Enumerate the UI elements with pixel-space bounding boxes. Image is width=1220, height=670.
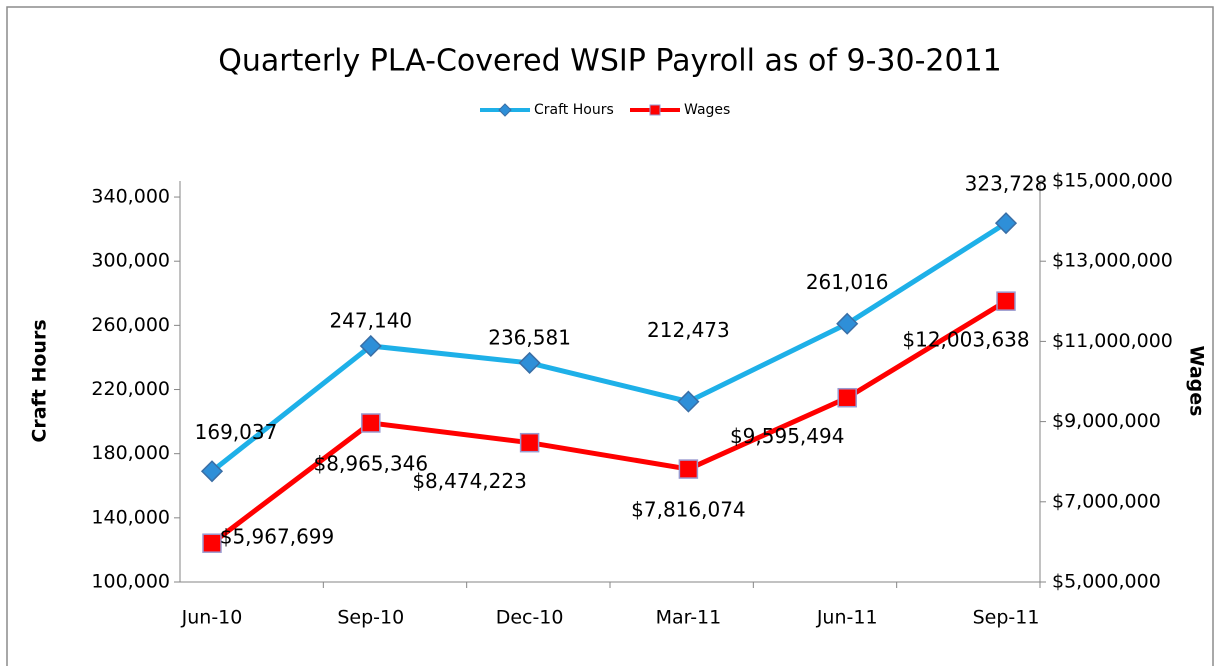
x-tick-label: Dec-10	[496, 607, 564, 629]
legend-label: Craft Hours	[534, 102, 614, 118]
x-tick-label: Mar-11	[656, 607, 722, 629]
y-tick-label: 140,000	[91, 506, 170, 528]
marker	[519, 432, 540, 453]
marker	[518, 351, 541, 374]
legend-marker	[649, 104, 661, 116]
y-tick-label: 220,000	[91, 378, 170, 400]
marker	[837, 387, 857, 408]
y2-tick-label: $11,000,000	[1052, 330, 1173, 352]
x-tick-label: Sep-10	[337, 607, 404, 629]
data-label: 212,473	[647, 318, 730, 342]
marker	[994, 212, 1018, 235]
y-tick-label: 260,000	[91, 314, 170, 336]
y2-tick-label: $7,000,000	[1052, 490, 1161, 512]
data-label: $7,816,074	[631, 498, 746, 522]
data-label: 169,037	[195, 420, 278, 444]
marker	[996, 291, 1016, 311]
x-tick-label: Jun-10	[181, 607, 243, 629]
series-line	[210, 299, 1008, 546]
data-label: $12,003,638	[902, 328, 1029, 352]
marker	[677, 390, 700, 413]
data-label: 236,581	[488, 325, 571, 349]
y2-tick-label: $13,000,000	[1052, 250, 1173, 272]
y2-axis-title: Wages	[1186, 346, 1208, 417]
data-label: 261,016	[806, 270, 889, 294]
data-label: 323,728	[965, 172, 1048, 196]
y-tick-label: 180,000	[91, 442, 170, 464]
data-label: $5,967,699	[220, 525, 335, 549]
y-axis-title: Craft Hours	[29, 319, 51, 442]
chart-title: Quarterly PLA-Covered WSIP Payroll as of…	[218, 44, 1002, 79]
x-tick-label: Jun-11	[816, 607, 878, 629]
marker	[202, 533, 222, 553]
data-label: $8,474,223	[412, 469, 527, 493]
y-tick-label: 300,000	[91, 250, 170, 272]
legend-label: Wages	[684, 102, 730, 118]
data-label: $8,965,346	[314, 451, 429, 475]
data-label: 247,140	[329, 308, 412, 332]
legend-marker	[498, 103, 512, 117]
marker	[361, 413, 381, 433]
marker	[836, 312, 859, 335]
y-tick-label: 340,000	[91, 186, 170, 208]
y-tick-label: 100,000	[91, 571, 170, 593]
marker	[200, 460, 224, 483]
y2-tick-label: $9,000,000	[1052, 410, 1161, 432]
marker	[359, 334, 382, 358]
series-line	[210, 221, 1008, 474]
x-tick-label: Sep-11	[973, 607, 1040, 629]
y2-tick-label: $15,000,000	[1052, 170, 1173, 192]
marker	[678, 459, 699, 479]
chart-frame	[6, 6, 1214, 670]
data-label: $9,595,494	[730, 424, 845, 448]
y2-tick-label: $5,000,000	[1052, 571, 1161, 593]
